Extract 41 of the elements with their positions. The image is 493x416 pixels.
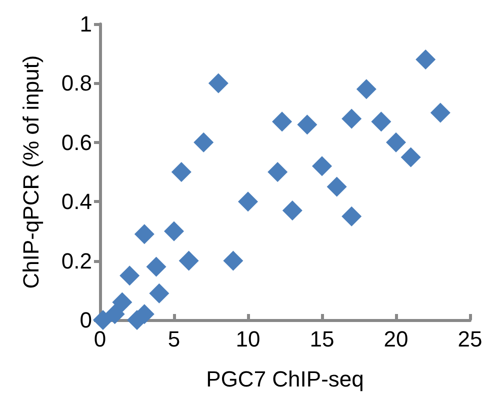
point bbox=[171, 162, 192, 182]
point bbox=[149, 283, 170, 304]
y-tick-label: 0 bbox=[80, 308, 92, 332]
point bbox=[134, 224, 154, 244]
x-tick-label: 20 bbox=[384, 326, 408, 352]
point bbox=[297, 114, 318, 135]
point bbox=[342, 108, 362, 129]
point bbox=[104, 304, 125, 324]
point bbox=[146, 256, 166, 277]
point bbox=[371, 112, 392, 132]
point bbox=[356, 79, 376, 100]
y-tick-label: 0.6 bbox=[61, 130, 92, 155]
point bbox=[282, 200, 302, 220]
x-tick-label: 5 bbox=[168, 326, 180, 352]
point bbox=[400, 147, 421, 168]
point bbox=[416, 50, 436, 70]
point bbox=[223, 250, 244, 271]
point bbox=[326, 176, 347, 197]
y-tick-label: 0.2 bbox=[61, 248, 92, 274]
point bbox=[268, 162, 288, 182]
point bbox=[272, 112, 292, 132]
x-tick-label: 10 bbox=[236, 326, 260, 352]
point bbox=[342, 206, 362, 226]
y-tick-label: 0.4 bbox=[61, 189, 92, 214]
point bbox=[238, 192, 258, 212]
point bbox=[120, 266, 140, 286]
y-axis-title: ChIP-qPCR (% of input) bbox=[18, 55, 44, 289]
point bbox=[112, 292, 132, 312]
point bbox=[92, 310, 113, 330]
y-tick-label: 1 bbox=[80, 12, 92, 36]
y-tick-label: 0.8 bbox=[61, 70, 92, 96]
x-tick-label: 15 bbox=[310, 326, 334, 352]
point bbox=[178, 250, 199, 271]
point bbox=[430, 102, 450, 123]
point bbox=[194, 132, 214, 152]
x-axis-title: PGC7 ChIP-seq bbox=[206, 366, 364, 392]
point bbox=[208, 73, 228, 94]
point bbox=[164, 221, 184, 242]
point bbox=[312, 156, 332, 176]
point bbox=[386, 132, 406, 152]
x-tick-label: 25 bbox=[458, 326, 482, 352]
